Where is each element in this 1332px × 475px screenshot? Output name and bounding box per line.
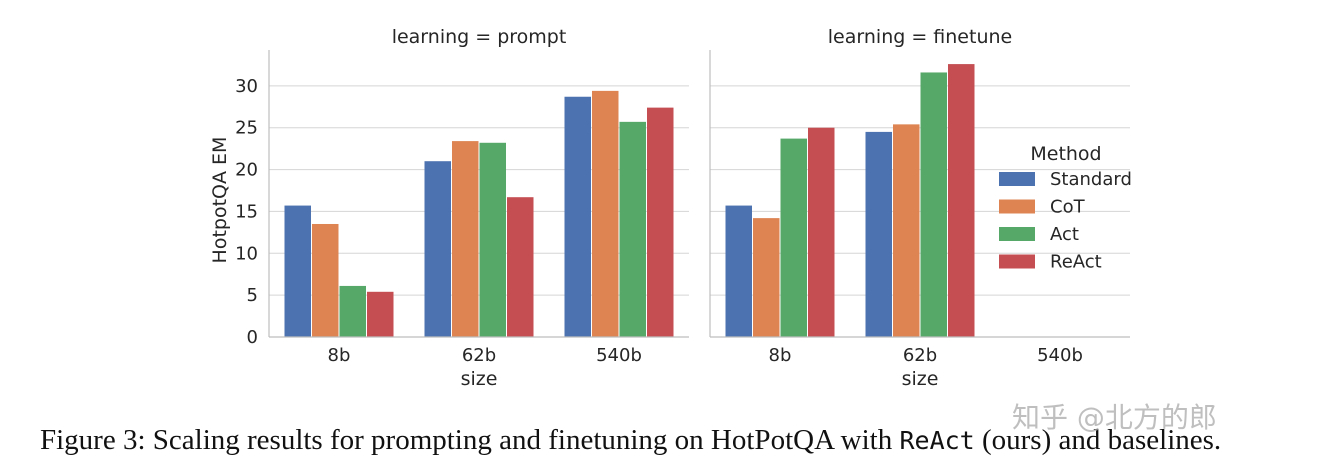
- bar-react-540b: [647, 107, 674, 337]
- y-tick-label: 0: [247, 327, 258, 348]
- panel-title: learning = finetune: [828, 26, 1012, 48]
- x-tick-label: 62b: [462, 345, 496, 366]
- legend-swatch-cot: [999, 199, 1035, 214]
- legend-label-cot: CoT: [1050, 197, 1086, 218]
- legend-label-act: Act: [1050, 224, 1079, 245]
- bar-cot-62b: [452, 141, 479, 337]
- panel-title: learning = prompt: [392, 26, 567, 48]
- bar-standard-540b: [564, 96, 591, 338]
- caption-suffix: (ours) and baselines.: [974, 424, 1222, 456]
- legend-swatch-act: [999, 227, 1035, 241]
- y-tick-label: 20: [235, 160, 258, 181]
- x-tick-label: 62b: [903, 345, 937, 366]
- bar-cot-540b: [592, 90, 619, 337]
- bar-standard-8b: [725, 205, 752, 337]
- bar-cot-62b: [893, 124, 920, 337]
- bar-react-62b: [507, 197, 534, 337]
- bar-act-8b: [339, 285, 366, 337]
- figure: learning = prompt 8b 62b 540b size learning =…: [209, 26, 1132, 390]
- y-tick-label: 25: [235, 118, 258, 139]
- y-tick-label: 10: [235, 243, 258, 264]
- y-axis-label: HotpotQA EM: [209, 137, 231, 264]
- bar-standard-62b: [865, 131, 892, 337]
- bar-react-8b: [808, 127, 835, 337]
- y-tick-label: 15: [235, 201, 258, 222]
- legend-label-react: ReAct: [1050, 252, 1102, 273]
- x-tick-label: 8b: [769, 345, 792, 366]
- x-tick-label: 540b: [1037, 345, 1083, 366]
- bar-standard-62b: [424, 161, 451, 337]
- legend-swatch-standard: [999, 172, 1035, 186]
- bar-act-8b: [780, 138, 807, 337]
- caption-prefix: Figure 3: Scaling results for prompting …: [40, 424, 900, 456]
- bar-react-8b: [367, 291, 394, 337]
- watermark: 知乎 @北方的郎: [1012, 401, 1217, 434]
- x-axis-label: size: [902, 368, 939, 390]
- bar-cot-8b: [312, 223, 339, 337]
- caption-method: ReAct: [899, 426, 975, 455]
- legend-swatch-react: [999, 254, 1035, 269]
- y-tick-label: 30: [235, 76, 258, 97]
- legend-label-standard: Standard: [1050, 169, 1132, 190]
- y-tick-label: 5: [247, 285, 258, 306]
- bar-act-62b: [920, 72, 947, 337]
- bar-act-62b: [479, 142, 506, 337]
- figure-caption: Figure 3: Scaling results for prompting …: [40, 420, 1330, 461]
- bar-cot-8b: [753, 218, 780, 337]
- bar-act-540b: [619, 121, 646, 338]
- x-tick-label: 540b: [596, 345, 642, 366]
- bar-react-62b: [948, 64, 975, 337]
- legend-title: Method: [1030, 143, 1101, 165]
- bar-standard-8b: [284, 205, 311, 337]
- x-tick-label: 8b: [328, 345, 351, 366]
- x-axis-label: size: [461, 368, 498, 390]
